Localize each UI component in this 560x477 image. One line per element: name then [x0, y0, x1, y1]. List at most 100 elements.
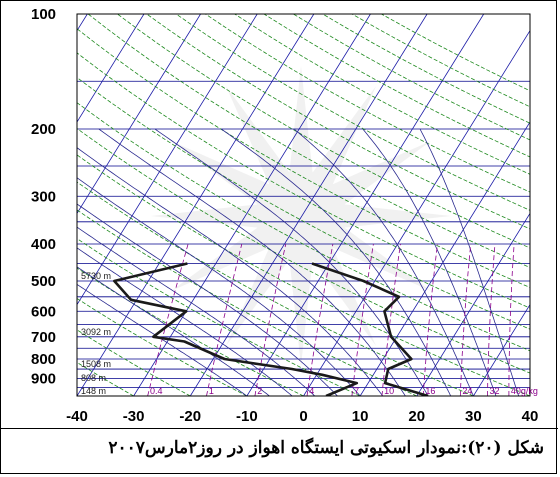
figure-caption: شکل (۲۰):نمودار اسکیوتی ایستگاه اهواز در… — [108, 438, 544, 458]
isotherm-line — [189, 14, 428, 396]
isotherm-line — [529, 395, 530, 396]
moist-adiabat-line — [154, 128, 429, 396]
mixing-ratio-label: 10 — [384, 386, 394, 396]
mixing-ratio-line — [381, 243, 401, 396]
dry-adiabat-line — [87, 14, 530, 268]
moist-adiabat-line — [77, 226, 316, 396]
isotherm-line — [416, 212, 530, 396]
x-tick-label: -20 — [179, 408, 201, 425]
height-label: 148 m — [81, 386, 106, 396]
x-tick-label: 0 — [299, 408, 307, 425]
mixing-ratio-label: 4 — [309, 386, 314, 396]
y-tick-label: 100 — [31, 6, 56, 23]
mixing-ratio-line — [487, 243, 496, 396]
height-labels: 5730 m 3092 m 1508 m 808 m 148 m — [81, 271, 111, 396]
watermark-star-shape — [151, 66, 451, 366]
x-axis-ticks: -40 -30 -20 -10 0 10 20 30 40 — [66, 408, 538, 425]
dry-adiabat-line — [77, 329, 191, 396]
mixing-ratio-label: 1 — [209, 386, 214, 396]
mixing-ratio-label: 7 — [354, 386, 359, 396]
moist-adiabat-line — [77, 283, 248, 396]
x-tick-label: -40 — [66, 408, 88, 425]
dry-adiabat-line — [77, 361, 134, 396]
dry-adiabat-line — [234, 14, 530, 175]
y-tick-label: 600 — [31, 303, 56, 320]
y-tick-label: 300 — [31, 188, 56, 205]
moist-adiabat-line — [77, 147, 384, 396]
isotherm-line — [359, 121, 530, 396]
sounding-profile-line — [113, 262, 359, 396]
y-tick-label: 400 — [31, 236, 56, 253]
dry-adiabat-line — [77, 298, 248, 396]
mixing-ratio-label: 24 — [462, 386, 472, 396]
dry-adiabat-line — [77, 181, 474, 396]
moist-adiabat-line — [98, 128, 406, 396]
moist-adiabat-line — [77, 266, 270, 396]
dry-adiabat-line — [322, 14, 530, 124]
x-tick-label: 40 — [522, 408, 539, 425]
isotherm-line — [473, 303, 530, 396]
moist-adiabat-line — [293, 128, 474, 396]
dry-adiabat-line — [77, 28, 530, 288]
dry-adiabat-line — [381, 14, 530, 92]
x-tick-label: 10 — [352, 408, 369, 425]
moist-adiabat-lines — [77, 128, 520, 396]
mixing-ratio-line — [306, 243, 334, 396]
sounding-profiles — [113, 262, 429, 396]
isotherm-line — [77, 14, 145, 123]
y-tick-label: 700 — [31, 329, 56, 346]
moist-adiabat-line — [77, 177, 361, 396]
x-tick-label: -30 — [123, 408, 145, 425]
y-tick-label: 500 — [31, 273, 56, 290]
mixing-ratio-lines — [147, 243, 515, 396]
height-label: 3092 m — [81, 327, 111, 337]
mixing-ratio-line — [351, 243, 374, 396]
dry-adiabat-line — [77, 102, 530, 352]
isotherm-line — [77, 14, 258, 306]
y-tick-label: 800 — [31, 351, 56, 368]
x-tick-label: 30 — [465, 408, 482, 425]
y-tick-label: 900 — [31, 371, 56, 388]
moist-adiabat-line — [362, 128, 497, 396]
mixing-ratio-line — [422, 243, 438, 396]
watermark-star-icon — [151, 66, 451, 366]
mixing-ratio-label: 0.4 — [150, 386, 163, 396]
dry-adiabat-line — [77, 52, 530, 309]
dry-adiabat-line — [351, 14, 530, 108]
mixing-ratio-line — [508, 243, 515, 396]
isotherm-line — [1, 14, 31, 396]
plot-border — [76, 13, 531, 397]
height-label: 5730 m — [81, 271, 111, 281]
y-axis-ticks: 100 200 300 400 500 600 700 800 900 — [31, 6, 56, 388]
mixing-ratio-label: 2 — [257, 386, 262, 396]
mixing-ratio-label: 32 — [490, 386, 500, 396]
isotherm-line — [77, 14, 201, 215]
height-label: 1508 m — [81, 359, 111, 369]
isotherm-lines — [1, 14, 530, 396]
mixing-ratio-labels: 0.4 1 2 4 7 10 16 24 32 40g/kg — [150, 386, 538, 396]
height-label: 808 m — [81, 373, 106, 383]
moist-adiabat-line — [419, 128, 520, 396]
dry-adiabat-line — [77, 238, 361, 396]
x-tick-label: -10 — [236, 408, 258, 425]
sounding-profile-line — [311, 262, 429, 396]
dry-adiabat-line — [77, 209, 417, 396]
dry-adiabat-line — [117, 14, 530, 249]
moist-adiabat-line — [77, 247, 293, 396]
dry-adiabat-line — [77, 154, 530, 396]
mixing-ratio-line — [459, 243, 472, 396]
mixing-ratio-line — [254, 243, 287, 396]
isotherm-line — [303, 29, 530, 396]
y-tick-label: 200 — [31, 121, 56, 138]
mixing-ratio-label: 16 — [425, 386, 435, 396]
mixing-ratio-line — [206, 243, 243, 396]
mixing-ratio-line — [147, 243, 189, 396]
moist-adiabat-line — [220, 128, 452, 396]
caption-row: شکل (۲۰):نمودار اسکیوتی ایستگاه اهواز در… — [1, 428, 558, 475]
isotherm-line — [246, 14, 485, 396]
x-tick-label: 20 — [408, 408, 425, 425]
isotherm-line — [133, 14, 371, 396]
mixing-ratio-label: 40g/kg — [511, 386, 538, 396]
